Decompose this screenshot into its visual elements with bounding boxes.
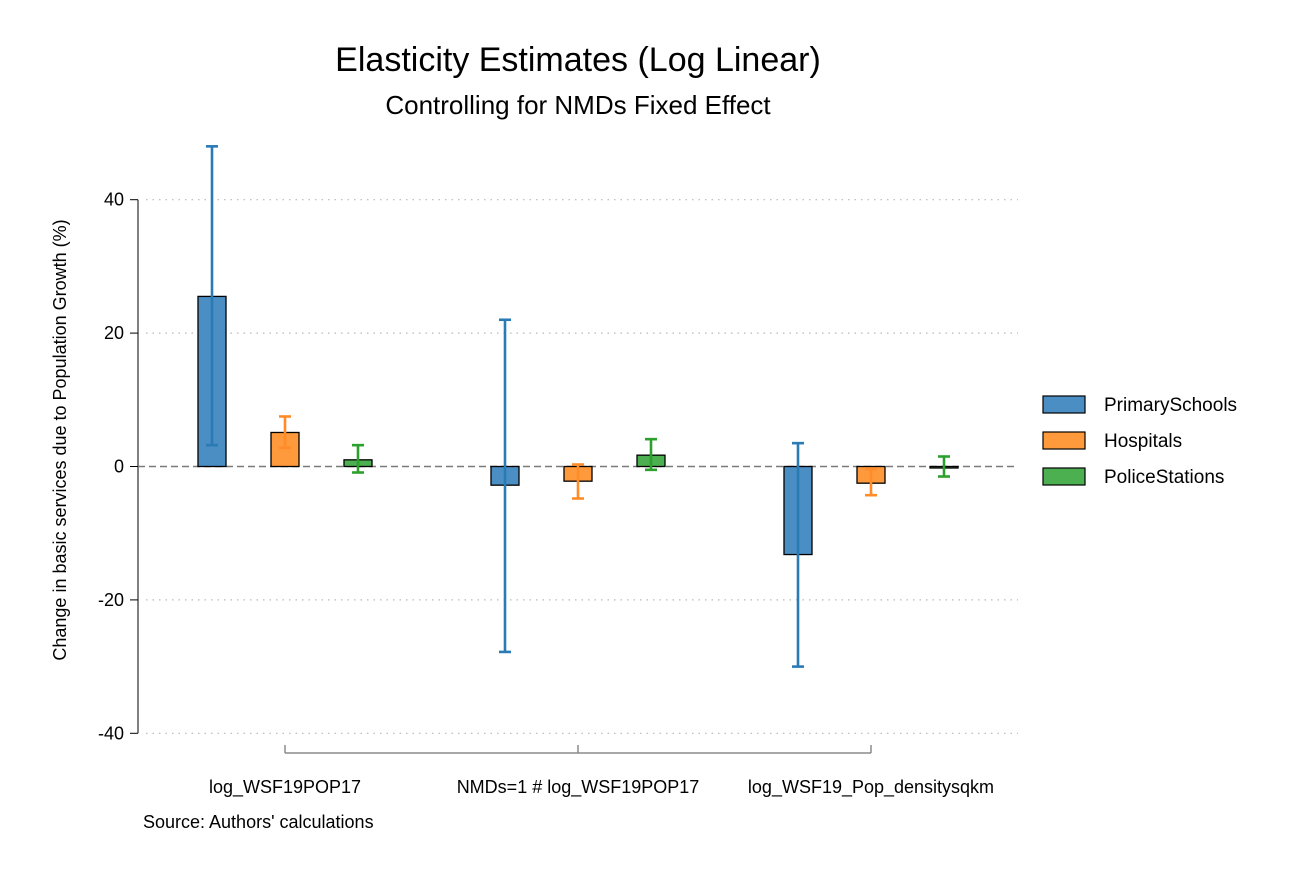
error-bar-policestations-2 — [938, 455, 950, 478]
chart-title: Elasticity Estimates (Log Linear) — [335, 41, 821, 79]
legend-item-hospitals: Hospitals — [1042, 431, 1182, 452]
y-axis: 40 20 0 -20 -40 — [98, 190, 139, 743]
y-axis-label: Change in basic services due to Populati… — [50, 219, 70, 660]
error-bar-hospitals-1 — [572, 463, 584, 500]
source-note: Source: Authors' calculations — [143, 812, 374, 832]
y-tick-label: -20 — [98, 590, 124, 610]
y-tick-label: 20 — [104, 323, 124, 343]
legend-label: Hospitals — [1104, 431, 1182, 452]
legend-label: PrimarySchools — [1104, 395, 1237, 416]
legend: PrimarySchools Hospitals PoliceStations — [1042, 395, 1237, 488]
x-tick-label: log_WSF19_Pop_densitysqkm — [748, 777, 994, 798]
x-tick-label: log_WSF19POP17 — [209, 777, 361, 798]
legend-label: PoliceStations — [1104, 467, 1224, 488]
legend-swatch — [1042, 467, 1086, 486]
error-bar-policestations-0 — [352, 443, 364, 474]
bars — [197, 145, 959, 668]
error-bar-primaryschools-1 — [499, 318, 511, 654]
error-bar-policestations-1 — [645, 437, 657, 472]
chart-subtitle: Controlling for NMDs Fixed Effect — [385, 90, 771, 120]
legend-swatch — [1042, 395, 1086, 414]
legend-item-policestations: PoliceStations — [1042, 467, 1224, 488]
error-bar-primaryschools-2 — [792, 441, 804, 668]
error-bar-primaryschools-0 — [206, 145, 218, 447]
y-tick-label: -40 — [98, 723, 124, 743]
x-tick-label: NMDs=1 # log_WSF19POP17 — [457, 777, 700, 798]
error-bar-hospitals-2 — [865, 467, 877, 497]
gridlines — [146, 199, 1018, 734]
x-axis: log_WSF19POP17 NMDs=1 # log_WSF19POP17 log… — [209, 745, 994, 798]
legend-swatch — [1042, 431, 1086, 450]
y-tick-label: 40 — [104, 190, 124, 210]
legend-item-primaryschools: PrimarySchools — [1042, 395, 1237, 416]
y-tick-label: 0 — [114, 457, 124, 477]
error-bar-hospitals-0 — [279, 415, 291, 450]
